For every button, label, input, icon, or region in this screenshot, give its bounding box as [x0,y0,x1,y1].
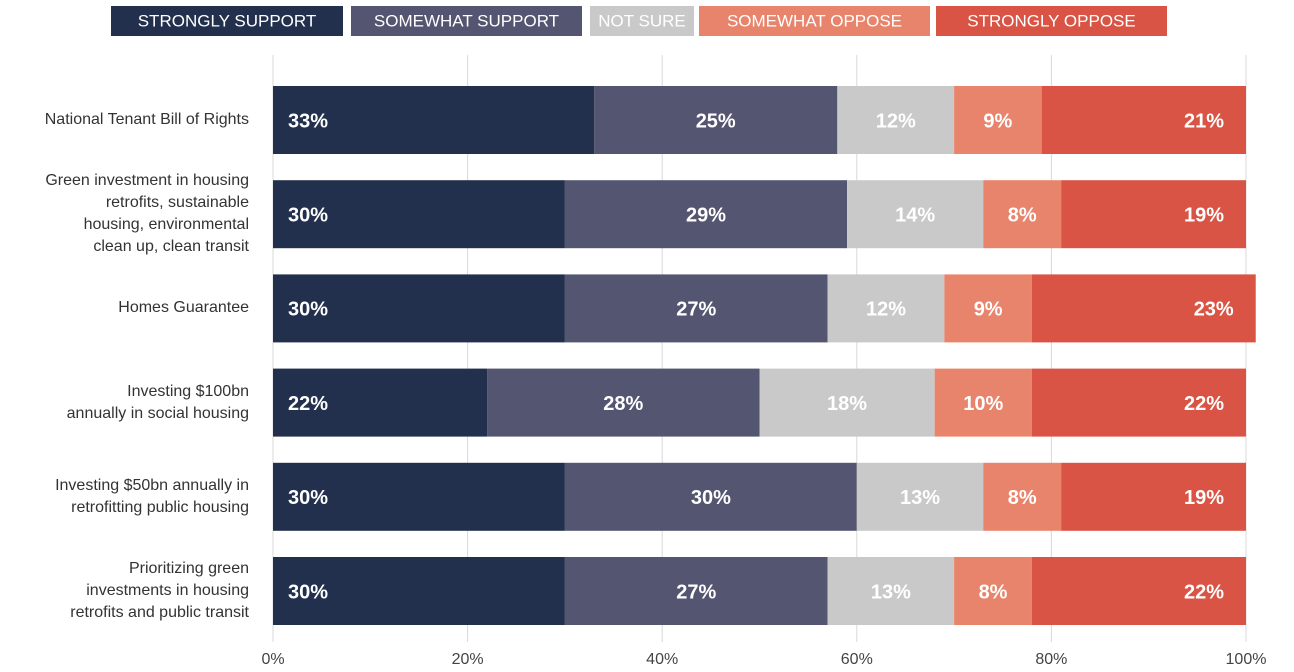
value-label: 12% [866,299,906,321]
value-label: 30% [288,204,328,226]
value-label: 28% [603,393,643,415]
legend-label: NOT SURE [598,11,686,30]
bar-segment [1061,180,1246,249]
value-label: 29% [686,204,726,226]
y-tick-label: Prioritizing green investments in housin… [70,560,249,621]
legend-label: SOMEWHAT SUPPORT [374,11,559,30]
value-label: 12% [876,110,916,132]
legend-label: SOMEWHAT OPPOSE [727,11,902,30]
bar-segment [856,462,984,531]
value-label: 19% [1184,204,1224,226]
value-label: 18% [827,393,867,415]
bar-segment [564,462,857,531]
y-tick-label: Investing $50bn annually in retrofitting… [55,476,249,516]
value-label: 19% [1184,487,1224,509]
y-tick-label: Investing $100bn annually in social hous… [66,382,249,422]
bar-segment [827,557,955,625]
value-label: 9% [974,299,1003,321]
bar-segment [564,274,828,343]
value-label: 22% [1184,393,1224,415]
value-label: 30% [288,299,328,321]
value-label: 33% [288,110,328,132]
value-label: 8% [1008,487,1037,509]
value-label: 8% [979,581,1008,603]
value-label: 22% [288,393,328,415]
y-tick-label: Homes Guarantee [118,299,249,317]
bar-segment [273,274,565,343]
value-label: 25% [696,110,736,132]
bar-segment [759,368,935,437]
value-label: 30% [288,581,328,603]
legend-label: STRONGLY OPPOSE [967,11,1135,30]
x-tick-label: 100% [1226,651,1267,668]
value-label: 27% [676,299,716,321]
x-tick-label: 60% [841,651,873,668]
legend-swatch [590,6,694,36]
legend-swatch [936,6,1167,36]
x-tick-label: 20% [452,651,484,668]
bar-segment [827,274,945,343]
bar-segment [273,180,565,249]
bar-segment [273,557,565,625]
x-tick-label: 40% [646,651,678,668]
bar-segment [944,274,1032,343]
bar-segment [1061,462,1246,531]
value-label: 30% [288,487,328,509]
y-tick-label: Green investment in housing retrofits, s… [45,172,249,256]
bar-segment [983,462,1062,531]
bar-segment [934,368,1032,437]
bar-segment [273,86,595,154]
bar-segment [594,86,838,154]
bar-segment [837,86,955,154]
bar-segment [273,368,488,437]
value-label: 8% [1008,204,1037,226]
y-tick-label: National Tenant Bill of Rights [44,111,249,128]
bar-segment [1031,557,1246,625]
bar-segment [1031,274,1256,343]
value-label: 13% [900,487,940,509]
x-tick-label: 80% [1035,651,1067,668]
legend-label: STRONGLY SUPPORT [138,11,317,30]
bar-segment [564,180,848,249]
value-label: 23% [1194,299,1234,321]
value-label: 9% [983,110,1012,132]
value-label: 22% [1184,581,1224,603]
legend-swatch [699,6,930,36]
value-label: 27% [676,581,716,603]
bar-segment [273,462,565,531]
value-label: 14% [895,204,935,226]
bar-segment [954,557,1032,625]
bar-segment [487,368,760,437]
value-label: 30% [691,487,731,509]
value-label: 10% [963,393,1003,415]
legend-swatch [351,6,582,36]
value-label: 13% [871,581,911,603]
bar-segment [1041,86,1246,154]
bar-segment [954,86,1042,154]
legend-swatch [111,6,343,36]
bar-segment [564,557,828,625]
bar-segment [847,180,984,249]
bar-segment [1031,368,1246,437]
x-tick-label: 0% [261,651,284,668]
bar-segment [983,180,1062,249]
value-label: 21% [1184,110,1224,132]
